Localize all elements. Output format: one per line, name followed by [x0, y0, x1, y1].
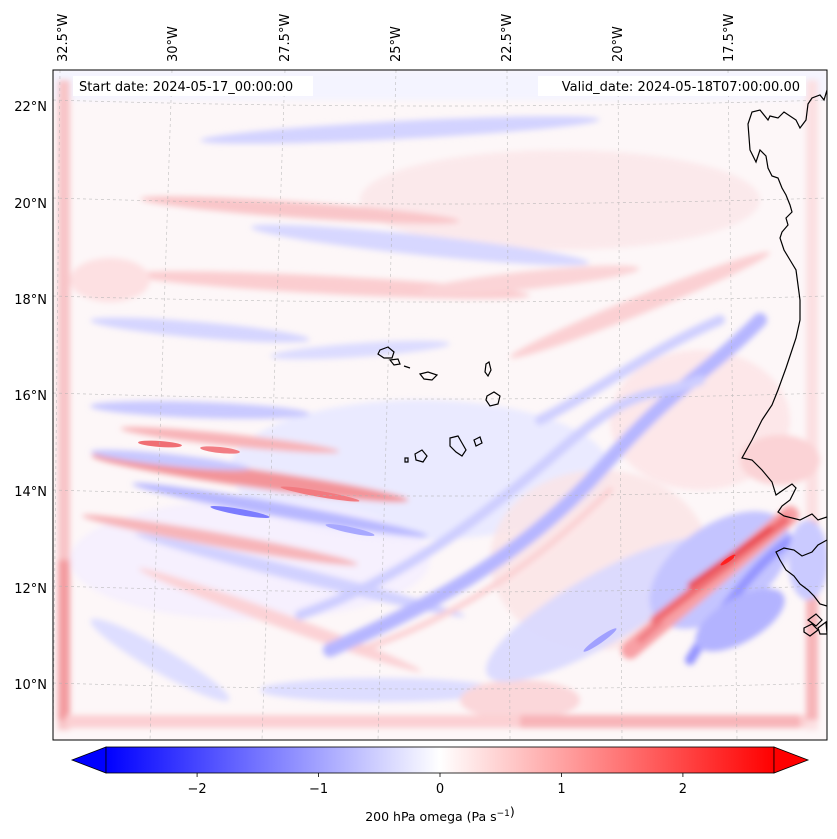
- lat-tick-label: 16°N: [14, 389, 47, 404]
- colorbar-label-exponent: −1: [497, 809, 510, 819]
- colorbar-tick-label: 2: [679, 782, 687, 797]
- latitude-labels: 22°N 20°N 18°N 16°N 14°N 12°N 10°N: [14, 100, 47, 693]
- lat-tick-label: 14°N: [14, 485, 47, 500]
- lon-tick-label: 25°W: [389, 26, 404, 62]
- lat-tick-label: 18°N: [14, 293, 47, 308]
- colorbar-tick-label: 1: [557, 782, 565, 797]
- colorbar-tick-label: 0: [436, 782, 444, 797]
- map-panel: Start date: 2024-05-17_00:00:00 Valid_da…: [52, 69, 828, 741]
- guinea-coastline: [775, 539, 827, 607]
- africa-coastline: [741, 89, 827, 521]
- lon-tick-label: 30°W: [166, 26, 181, 62]
- start-date-label: Start date: 2024-05-17_00:00:00: [79, 80, 293, 95]
- lon-tick-label: 32.5°W: [56, 14, 71, 62]
- colorbar: −2 −1 0 1 2 200 hPa omega (Pa s−1): [70, 746, 810, 824]
- omega-field: [53, 70, 827, 740]
- colorbar-tick-label: −1: [309, 782, 328, 797]
- lat-tick-label: 10°N: [14, 678, 47, 693]
- valid-date-label: Valid_date: 2024-05-18T07:00:00.00: [562, 80, 800, 95]
- lon-tick-label: 27.5°W: [278, 14, 293, 62]
- lon-tick-label: 17.5°W: [722, 14, 737, 62]
- cape-verde-islands: [377, 346, 395, 359]
- colorbar-ramp: [105, 746, 775, 774]
- lat-tick-label: 12°N: [14, 582, 47, 597]
- lat-tick-label: 22°N: [14, 100, 47, 115]
- lon-tick-label: 22.5°W: [500, 14, 515, 62]
- colorbar-ticks: −2 −1 0 1 2: [188, 773, 687, 797]
- gridlines: [53, 70, 827, 740]
- colorbar-high-extend: [773, 746, 810, 774]
- colorbar-label: 200 hPa omega (Pa s−1): [365, 804, 515, 824]
- map-frame: [52, 69, 828, 741]
- lon-tick-label: 20°W: [611, 26, 626, 62]
- longitude-labels: 32.5°W 30°W 27.5°W 25°W 22.5°W 20°W 17.5…: [56, 14, 737, 62]
- lat-tick-label: 20°N: [14, 197, 47, 212]
- colorbar-tick-label: −2: [188, 782, 207, 797]
- colorbar-low-extend: [70, 746, 107, 774]
- coastlines: [377, 89, 827, 637]
